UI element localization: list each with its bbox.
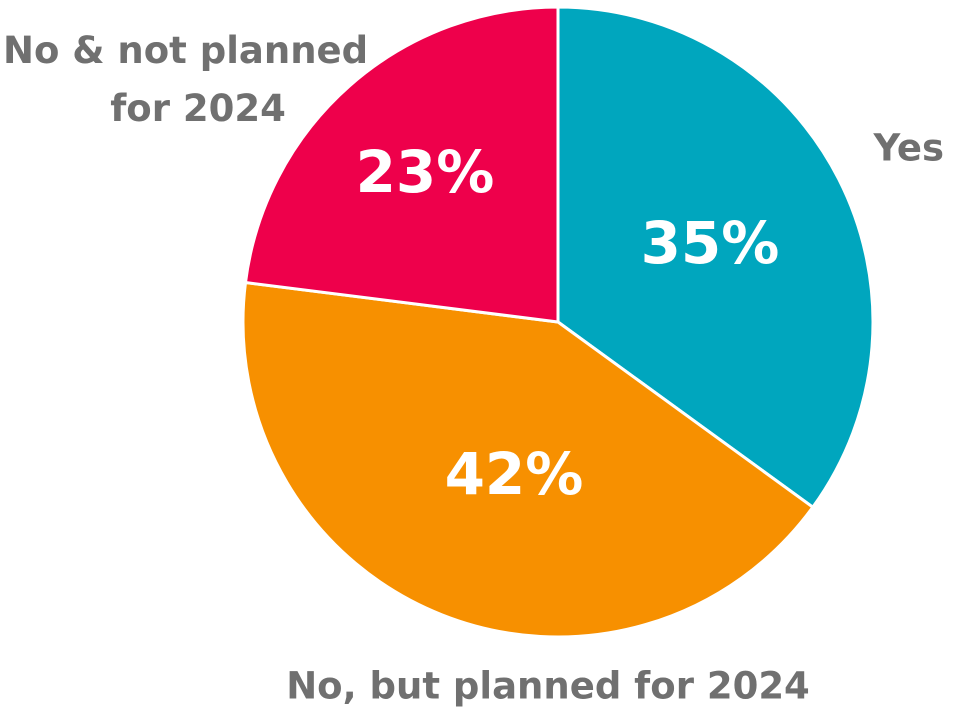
slice-category-label-no-but-planned: No, but planned for 2024 [286, 665, 810, 708]
slice-category-label-yes: Yes [872, 127, 944, 170]
slice-value-label-no-but-planned: 42% [445, 440, 584, 508]
pie-slice-no-not-planned [243, 5, 560, 324]
pie-slices [241, 5, 875, 639]
slice-value-label-no-not-planned: 23% [356, 138, 495, 206]
pie-slice-no-but-planned [241, 281, 815, 639]
slice-value-label-yes: 35% [641, 209, 780, 277]
slice-category-label-no-not-planned-line-2: for 2024 [110, 87, 286, 130]
slice-category-label-no-not-planned: No & not planned for 2024 [3, 29, 381, 130]
slice-category-label-no-not-planned-line-1: No & not planned [3, 29, 368, 72]
pie-slice-yes [556, 5, 875, 509]
